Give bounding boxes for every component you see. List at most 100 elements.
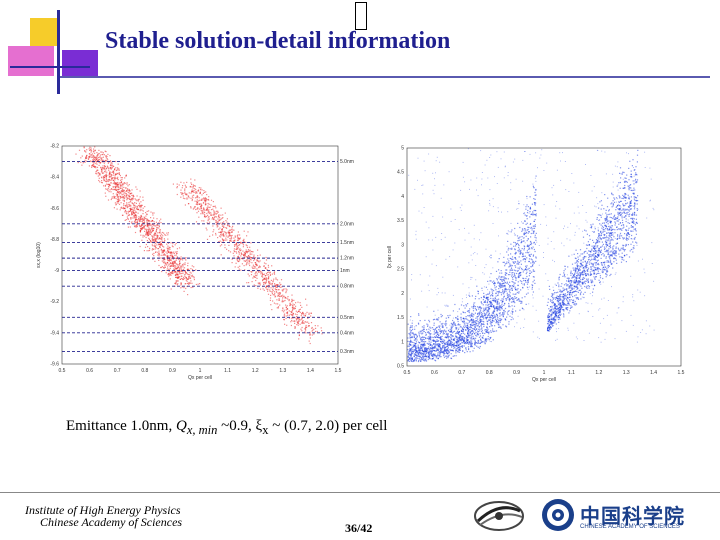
data-point	[505, 319, 507, 321]
data-point	[420, 358, 422, 360]
data-point	[182, 259, 184, 261]
data-point	[514, 272, 516, 274]
data-point	[535, 194, 537, 196]
data-point	[190, 207, 192, 209]
data-point	[220, 254, 222, 256]
data-point	[464, 312, 466, 314]
data-point	[92, 164, 94, 166]
data-point	[197, 210, 200, 212]
data-point	[170, 272, 172, 274]
data-point	[475, 309, 478, 311]
data-point	[119, 183, 121, 185]
data-point	[440, 338, 442, 340]
data-point	[579, 265, 581, 268]
data-point	[130, 218, 132, 220]
data-point	[517, 276, 519, 279]
data-point	[89, 160, 92, 162]
data-point	[138, 198, 140, 200]
data-point	[156, 237, 158, 239]
data-point	[466, 342, 468, 345]
data-point	[304, 315, 306, 317]
data-point	[159, 234, 161, 236]
data-point	[450, 336, 452, 339]
data-point	[142, 219, 144, 222]
data-point	[214, 211, 216, 213]
data-point	[271, 265, 273, 267]
data-point	[174, 262, 176, 264]
data-point	[455, 355, 457, 357]
data-point	[511, 274, 513, 276]
data-point	[287, 298, 289, 300]
data-point	[470, 333, 472, 335]
data-point	[201, 211, 203, 213]
data-point	[275, 277, 277, 279]
data-point	[490, 294, 493, 296]
data-point	[516, 299, 518, 301]
data-point	[116, 199, 118, 201]
data-point	[275, 284, 278, 286]
data-point	[180, 259, 182, 261]
data-point	[118, 173, 121, 175]
data-point	[525, 232, 527, 234]
data-point	[518, 248, 520, 250]
data-point	[518, 237, 520, 239]
data-point	[104, 164, 106, 167]
data-point	[531, 284, 533, 286]
data-point	[529, 255, 531, 257]
data-point	[600, 230, 602, 232]
data-point	[478, 308, 480, 310]
data-point	[180, 189, 182, 191]
data-point	[179, 273, 182, 275]
data-point	[482, 304, 484, 306]
data-point	[499, 313, 501, 315]
data-point	[172, 272, 174, 274]
data-point	[162, 261, 164, 263]
data-point	[86, 157, 88, 159]
data-point	[172, 183, 174, 185]
data-point	[518, 261, 521, 263]
data-point	[554, 306, 556, 308]
data-point	[512, 318, 514, 320]
data-point	[407, 355, 409, 358]
data-point	[160, 248, 163, 250]
data-point	[134, 226, 136, 228]
data-point	[96, 166, 99, 168]
data-point	[196, 200, 198, 202]
data-point	[217, 237, 219, 239]
data-point	[130, 222, 133, 224]
data-point	[471, 343, 473, 345]
data-point	[291, 298, 293, 300]
data-point	[461, 330, 463, 332]
data-point	[188, 275, 190, 277]
data-point	[221, 244, 223, 246]
data-point	[476, 325, 478, 327]
data-point	[88, 156, 91, 158]
data-point	[249, 256, 251, 258]
data-point	[162, 245, 164, 247]
data-point	[463, 345, 465, 347]
data-point	[424, 349, 426, 351]
data-point	[479, 320, 481, 322]
data-point	[146, 250, 148, 252]
data-point	[298, 338, 300, 340]
data-point	[492, 312, 495, 314]
data-point	[117, 168, 119, 170]
data-point	[433, 324, 435, 326]
data-point	[523, 277, 525, 280]
data-point	[624, 216, 626, 218]
data-point	[237, 258, 239, 260]
data-point	[207, 198, 209, 201]
data-point	[492, 330, 494, 332]
data-point	[220, 231, 222, 233]
data-point	[483, 325, 485, 328]
data-point	[495, 313, 497, 315]
data-point	[510, 253, 512, 255]
data-point	[427, 356, 429, 358]
data-point	[124, 211, 126, 213]
data-point	[174, 271, 176, 274]
data-point	[297, 317, 299, 319]
data-point	[455, 325, 457, 327]
data-point	[113, 188, 115, 190]
data-point	[283, 313, 286, 315]
data-point	[449, 348, 451, 351]
